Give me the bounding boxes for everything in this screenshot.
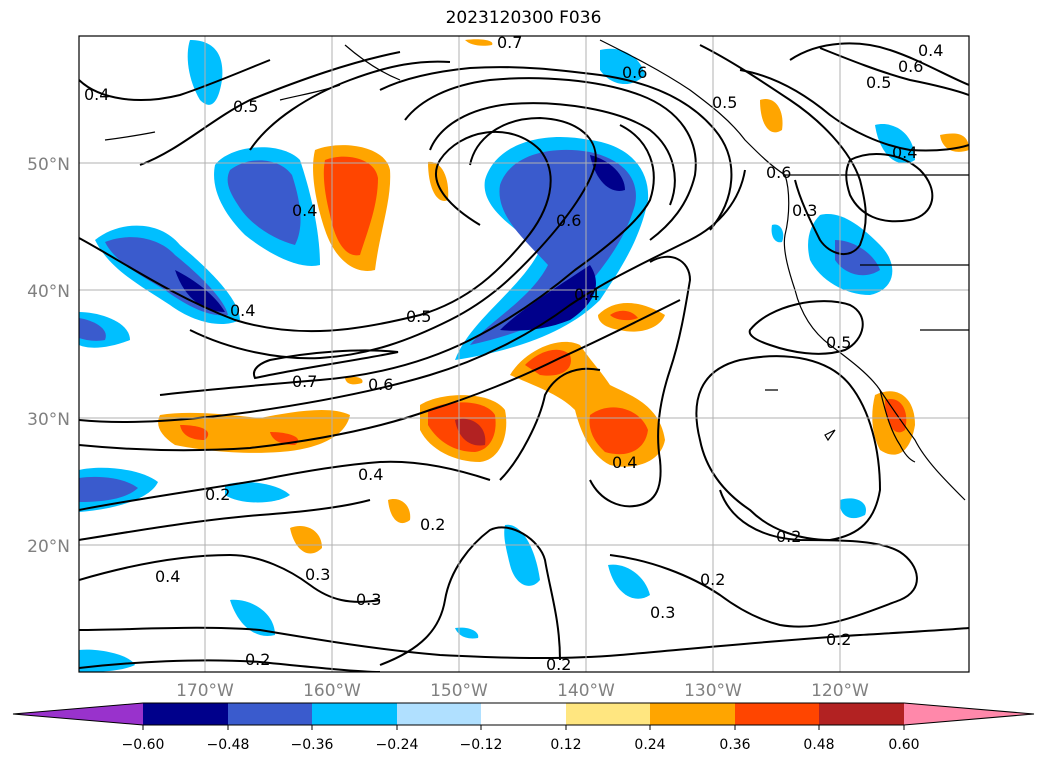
- colorbar-tick-label: 0.48: [803, 737, 834, 753]
- contour-label: 0.3: [356, 590, 381, 609]
- colorbar-segment: [312, 703, 397, 725]
- lon-label: 150°W: [430, 681, 488, 701]
- contour-label: 0.5: [406, 307, 431, 326]
- contour-lines: [79, 42, 969, 672]
- contour-label: 0.3: [650, 603, 675, 622]
- plot-frame: [78, 35, 970, 673]
- contour-label: 0.5: [866, 73, 891, 92]
- colorbar-segment: [566, 703, 650, 725]
- coastlines: [104, 39, 969, 501]
- colorbar-tick-label: 0.24: [634, 737, 665, 753]
- contour-label: 0.2: [776, 527, 801, 546]
- contour-label: 0.5: [233, 97, 258, 116]
- colorbar-tick-label: 0.60: [888, 737, 919, 753]
- latitude-labels: 50°N 40°N 30°N 20°N: [27, 155, 70, 557]
- contour-label: 0.7: [497, 33, 522, 52]
- contour-label: 0.4: [84, 85, 109, 104]
- map-title: 2023120300 F036: [445, 8, 602, 28]
- contour-label: 0.3: [305, 565, 330, 584]
- gridlines: [79, 36, 969, 672]
- contour-label: 0.6: [898, 57, 923, 76]
- colorbar-tick-label: −0.24: [376, 737, 419, 753]
- contour-label: 0.2: [420, 515, 445, 534]
- contour-label: 0.2: [245, 650, 270, 669]
- lon-label: 130°W: [684, 681, 742, 701]
- colorbar-tick-label: −0.36: [291, 737, 334, 753]
- shaded-fields: [79, 39, 969, 672]
- colorbar-segment: [481, 703, 566, 725]
- colorbar-extend-high: [904, 703, 1034, 725]
- contour-label: 0.4: [612, 453, 637, 472]
- colorbar-extend-low: [13, 703, 143, 725]
- colorbar-segment: [228, 703, 312, 725]
- colorbar-segment: [397, 703, 481, 725]
- contour-label: 0.6: [622, 63, 647, 82]
- contour-label: 0.6: [766, 163, 791, 182]
- colorbar-segment: [819, 703, 904, 725]
- contour-label: 0.7: [292, 372, 317, 391]
- contour-label: 0.6: [556, 211, 581, 230]
- colorbar-tick-label: 0.12: [550, 737, 581, 753]
- lon-label: 120°W: [811, 681, 869, 701]
- colorbar-tick-label: 0.36: [719, 737, 750, 753]
- lat-label: 20°N: [27, 537, 70, 557]
- contour-label: 0.4: [155, 567, 180, 586]
- contour-label: 0.2: [205, 485, 230, 504]
- contour-label: 0.2: [826, 630, 851, 649]
- contour-label: 0.5: [826, 333, 851, 352]
- colorbar-segment: [650, 703, 735, 725]
- contour-label: 0.4: [574, 285, 599, 304]
- contour-label: 0.4: [230, 301, 255, 320]
- colorbar-segment: [143, 703, 228, 725]
- lon-label: 160°W: [303, 681, 361, 701]
- contour-label: 0.2: [700, 570, 725, 589]
- contour-label: 0.2: [546, 655, 571, 674]
- longitude-labels: 170°W 160°W 150°W 140°W 130°W 120°W: [176, 681, 869, 701]
- contour-label: 0.4: [918, 41, 943, 60]
- lon-label: 140°W: [557, 681, 615, 701]
- contour-label: 0.4: [892, 143, 917, 162]
- colorbar-tick-label: −0.60: [122, 737, 165, 753]
- colorbar-tick-label: −0.12: [460, 737, 503, 753]
- contour-label: 0.4: [292, 201, 317, 220]
- contour-label: 0.6: [368, 375, 393, 394]
- lon-label: 170°W: [176, 681, 234, 701]
- colorbar-tick-label: −0.48: [207, 737, 250, 753]
- colorbar-segment: [735, 703, 819, 725]
- colorbar: −0.60 −0.48 −0.36 −0.24 −0.12 0.12 0.24 …: [12, 702, 1035, 753]
- contour-label: 0.5: [712, 93, 737, 112]
- contour-label-group: 0.7 0.6 0.5 0.4 0.5 0.6 0.4 0.4 0.5 0.7 …: [84, 33, 943, 674]
- lat-label: 40°N: [27, 282, 70, 302]
- contour-label: 0.3: [792, 201, 817, 220]
- contour-label: 0.4: [358, 465, 383, 484]
- lat-label: 50°N: [27, 155, 70, 175]
- lat-label: 30°N: [27, 410, 70, 430]
